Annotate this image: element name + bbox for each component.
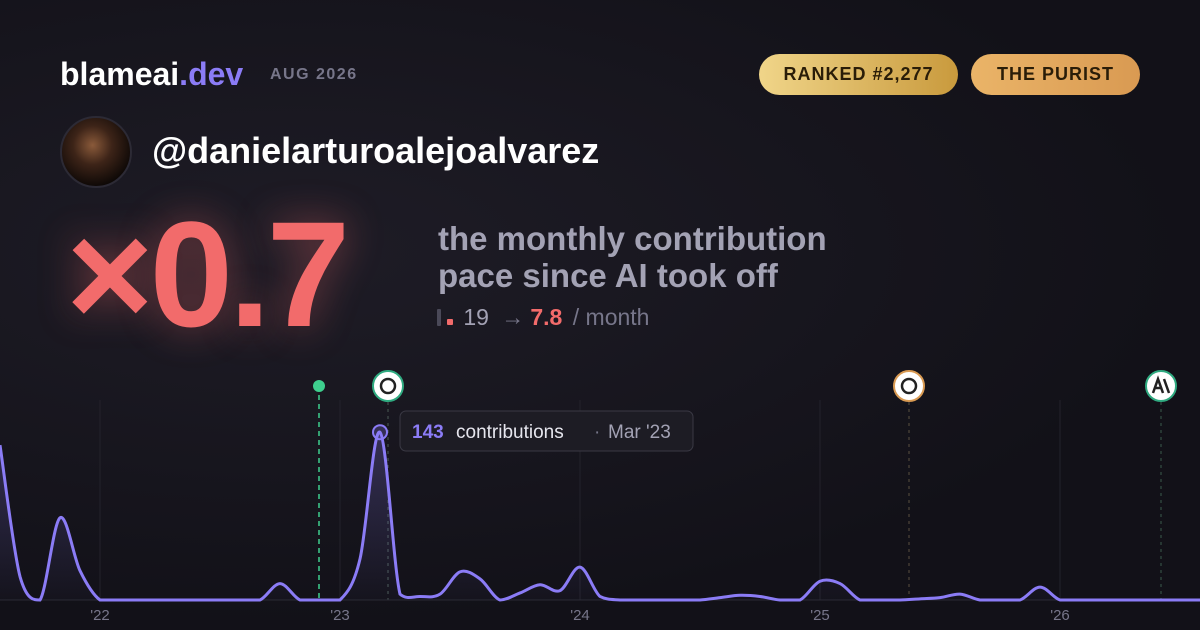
x-tick-label: '24: [570, 607, 590, 624]
brand-tld: .dev: [179, 56, 244, 92]
period: AUG 2026: [270, 66, 358, 83]
handle: @danielarturoalejoalvarez: [152, 130, 600, 171]
openai-icon: [379, 377, 397, 395]
pace-unit: / month: [572, 304, 650, 330]
icon: [437, 309, 441, 326]
tooltip-separator: ·: [594, 422, 600, 443]
openai-icon: [372, 370, 404, 402]
icon: [447, 319, 454, 325]
tooltip-label: contributions: [456, 422, 564, 443]
area: [0, 431, 1200, 600]
caption-line: the monthly contribution: [438, 220, 827, 257]
brand: blameai.dev: [60, 56, 243, 93]
title-badge: THE PURIST: [971, 54, 1140, 95]
multiplier: ×0.7: [66, 190, 350, 358]
tooltip-value: 143: [412, 422, 444, 443]
brand-name: blameai: [60, 56, 180, 92]
pace-before: 19: [463, 304, 489, 330]
tooltip: [399, 410, 694, 452]
x-tick-label: '23: [330, 607, 350, 624]
openai-icon: [900, 377, 918, 395]
tooltip-date: Mar '23: [608, 422, 671, 443]
caption-line: pace since AI took off: [438, 257, 778, 294]
event-dot: [313, 380, 325, 392]
line: [0, 430, 1200, 602]
x-tick-label: '26: [1050, 607, 1070, 624]
avatar: [60, 116, 132, 188]
rank-badge: RANKED #2,277: [759, 54, 958, 95]
x-tick-label: '25: [810, 607, 830, 624]
arrow: →: [501, 304, 525, 330]
openai-icon: [893, 370, 925, 402]
anthropic-icon: [1151, 375, 1171, 394]
pace-after: 7.8: [530, 304, 563, 330]
caption: the monthly contribution pace since AI t…: [438, 220, 827, 294]
x-tick-label: '22: [90, 607, 110, 624]
pace: 19 → 7.8 / month: [437, 304, 649, 331]
highlight-point: [372, 424, 388, 441]
